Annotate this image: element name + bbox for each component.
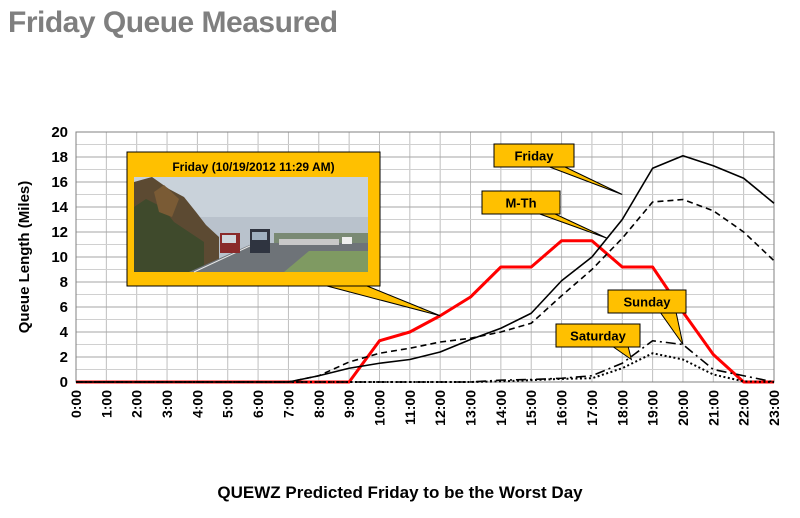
slide-title: Friday Queue Measured (8, 6, 338, 39)
x-tick-label: 18:00 (614, 390, 630, 426)
photo-callout-pointer (326, 285, 441, 317)
callout-sunday-box (607, 289, 687, 314)
photo-lane-line (193, 244, 253, 273)
callout-sunday-pointer (659, 311, 684, 345)
series-line-friday (76, 154, 775, 383)
photo-traffic-queue (279, 239, 339, 245)
y-tick-label: 16 (51, 174, 68, 191)
y-tick-label: 20 (51, 124, 68, 141)
x-tick-label: 10:00 (371, 390, 387, 426)
y-tick-label: 4 (60, 324, 69, 341)
y-axis-label: Queue Length (Miles) (16, 181, 33, 334)
highway-traffic-photo (134, 177, 368, 273)
x-tick-label: 14:00 (493, 390, 509, 426)
series-line-m-th (76, 198, 775, 383)
y-tick-label: 18 (51, 149, 68, 166)
y-tick-label: 6 (60, 299, 68, 316)
y-tick-label: 14 (51, 199, 68, 216)
x-tick-label: 13:00 (463, 390, 479, 426)
photo-callout-label: Friday (10/19/2012 11:29 AM) (172, 160, 334, 174)
callout-sunday-label: Sunday (624, 295, 672, 310)
x-tick-label: 21:00 (705, 390, 721, 426)
callout-saturday-label: Saturday (570, 329, 626, 344)
x-tick-label: 1:00 (98, 390, 114, 418)
chart-axes: 0 2 4 6 8 10 12 14 16 18 20 0:00 1:00 2:00 3:00 4:00 5:0… (51, 124, 782, 426)
y-tick-label: 10 (51, 249, 68, 266)
y-tick-label: 12 (51, 224, 68, 241)
x-tick-label: 20:00 (675, 390, 691, 426)
callout-m-th-pointer (536, 212, 608, 239)
chart-series (76, 154, 775, 384)
series-line-friday-10-19-2012-11-29-am (76, 239, 774, 384)
x-tick-label: 15:00 (523, 390, 539, 426)
x-tick-label: 8:00 (311, 390, 327, 418)
x-tick-label: 17:00 (584, 390, 600, 426)
photo-truck-blue-window (252, 232, 267, 240)
x-tick-label: 3:00 (159, 390, 175, 418)
slide-caption: QUEWZ Predicted Friday to be the Worst D… (217, 483, 583, 502)
y-tick-label: 2 (60, 349, 68, 366)
x-tick-label: 2:00 (129, 390, 145, 418)
x-tick-label: 0:00 (68, 390, 84, 418)
x-tick-label: 19:00 (645, 390, 661, 426)
x-tick-label: 12:00 (432, 390, 448, 426)
x-tick-label: 6:00 (250, 390, 266, 418)
photo-autumn-leaves (154, 185, 179, 217)
photo-distant-truck (342, 237, 352, 244)
chart-callouts: Friday (10/19/2012 11:29 AM) Friday M-Th Su… (126, 143, 687, 361)
x-tick-label: 4:00 (189, 390, 205, 418)
x-tick-label: 7:00 (280, 390, 296, 418)
series-line-saturday (76, 352, 775, 383)
callout-m-th-label: M-Th (505, 196, 536, 211)
photo-trees-right (274, 233, 368, 243)
photo-foliage (134, 199, 204, 272)
x-tick-label: 5:00 (220, 390, 236, 418)
x-tick-label: 11:00 (402, 390, 418, 425)
series-line-sunday (76, 339, 775, 383)
photo-truck-red-window (222, 235, 236, 243)
callout-friday-label: Friday (514, 149, 554, 164)
callout-m-th-box (481, 190, 561, 215)
callout-friday-box (493, 143, 575, 168)
x-tick-label: 22:00 (736, 390, 752, 426)
callout-saturday-box (555, 323, 641, 348)
y-tick-label: 0 (60, 374, 68, 391)
x-tick-label: 9:00 (341, 390, 357, 418)
callout-friday-pointer (546, 165, 623, 195)
x-tick-label: 23:00 (766, 390, 782, 426)
x-tick-label: 16:00 (554, 390, 570, 426)
photo-grass-median (284, 251, 368, 272)
y-tick-label: 8 (60, 274, 68, 291)
